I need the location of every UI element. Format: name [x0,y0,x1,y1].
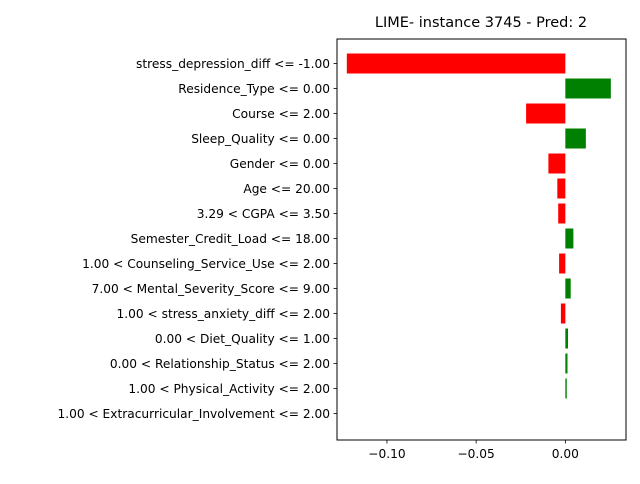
bar [526,103,566,124]
y-tick-label: Gender <= 0.00 [230,157,330,171]
y-tick-label: Age <= 20.00 [243,182,330,196]
y-tick-label: 1.00 < Physical_Activity <= 2.00 [128,382,330,396]
plot-frame [336,38,627,441]
y-tick-label: stress_depression_diff <= -1.00 [136,57,330,71]
y-tick-label: Residence_Type <= 0.00 [178,82,330,96]
bar [565,378,567,399]
bar [565,128,586,149]
y-tick-label: Course <= 2.00 [232,107,330,121]
bar [560,303,566,324]
x-tick-label: 0.00 [552,447,579,461]
chart-title: LIME- instance 3745 - Pred: 2 [375,15,587,31]
y-tick-label: 0.00 < Diet_Quality <= 1.00 [155,332,330,346]
bar [565,278,571,299]
bar [565,353,568,374]
x-tick-label: −0.05 [457,447,494,461]
y-tick-label: 7.00 < Mental_Severity_Score <= 9.00 [92,282,330,296]
y-tick-label: 1.00 < Extracurricular_Involvement <= 2.… [57,407,330,421]
bar [346,53,566,74]
y-tick-labels: stress_depression_diff <= -1.00 Residence… [57,57,337,421]
bar [557,178,566,199]
y-tick-label: 1.00 < Counseling_Service_Use <= 2.00 [82,257,330,271]
y-tick-label: Sleep_Quality <= 0.00 [191,132,330,146]
bar [548,153,566,174]
bar [565,78,611,99]
y-tick-label: 3.29 < CGPA <= 3.50 [197,207,330,221]
y-tick-label: 1.00 < stress_anxiety_diff <= 2.00 [117,307,330,321]
bar [559,253,566,274]
x-tick-labels: −0.10 −0.05 0.00 [368,440,579,461]
bar [565,328,569,349]
x-tick-label: −0.10 [368,447,405,461]
y-tick-label: 0.00 < Relationship_Status <= 2.00 [110,357,330,371]
y-tick-label: Semester_Credit_Load <= 18.00 [131,232,330,246]
bar [558,203,566,224]
bar [565,228,574,249]
bars-layer [346,53,611,399]
